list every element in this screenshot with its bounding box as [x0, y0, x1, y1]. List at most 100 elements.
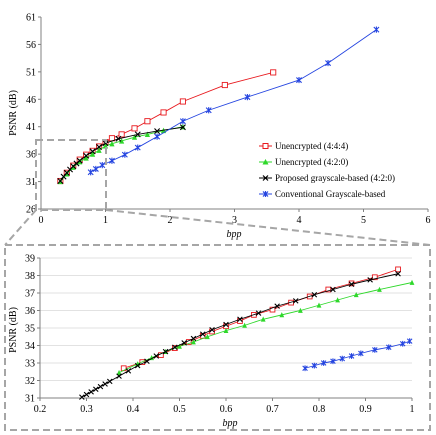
legend-label-unencrypted-420: Unencrypted (4:2:0): [275, 157, 348, 167]
top-x-tick-label: 6: [426, 215, 431, 226]
bottom-data-point: [339, 355, 346, 362]
zoom-connector-left: [4, 209, 37, 246]
bottom-x-tick-label: 0.4: [127, 404, 140, 415]
bottom-series-line: [118, 282, 413, 374]
legend-item-unencrypted-444: Unencrypted (4:4:4): [259, 141, 348, 151]
legend-label-conventional: Conventional Grayscale-based: [275, 189, 386, 199]
zoom-region-box: [35, 139, 107, 211]
bottom-data-point: [116, 373, 122, 379]
bottom-data-point: [372, 346, 378, 353]
bottom-y-tick-label: 39: [25, 254, 35, 265]
bottom-data-point: [106, 378, 113, 385]
top-data-point: [96, 144, 103, 150]
top-data-point: [92, 165, 99, 173]
top-x-tick-label: 4: [297, 215, 302, 226]
top-data-point: [119, 138, 125, 144]
bottom-data-point: [371, 274, 378, 281]
bottom-data-point: [199, 331, 206, 337]
bottom-data-point: [83, 391, 90, 398]
top-y-tick-label: 51: [26, 67, 36, 78]
bottom-data-point: [279, 312, 285, 318]
top-data-point: [373, 26, 380, 33]
top-series-0: [57, 69, 277, 185]
bottom-data-point: [395, 270, 401, 277]
bottom-data-point: [320, 360, 327, 366]
top-data-point: [102, 140, 109, 147]
legend-marker-square: [262, 143, 269, 149]
bottom-series-group: [79, 266, 415, 400]
bottom-x-tick-label: 0.5: [173, 404, 186, 415]
bottom-data-point: [125, 368, 132, 374]
bottom-data-point: [269, 306, 276, 313]
bottom-data-point: [177, 343, 182, 349]
top-data-point: [160, 109, 167, 116]
bottom-data-point: [93, 386, 99, 393]
top-data-point: [154, 128, 161, 135]
bottom-y-tick-labels: 31 32 33 34 35 36 37 38 39: [25, 254, 40, 405]
bottom-data-point: [190, 335, 197, 342]
top-data-point: [109, 140, 115, 147]
top-data-point: [205, 107, 212, 114]
bottom-data-point: [223, 327, 229, 334]
top-x-tick-label: 1: [103, 215, 108, 226]
top-data-point: [89, 148, 96, 155]
bottom-data-point: [330, 286, 336, 293]
top-data-point: [118, 131, 125, 138]
bottom-y-tick-label: 32: [25, 376, 35, 387]
bottom-data-point: [325, 286, 332, 293]
bottom-data-point: [134, 362, 141, 369]
legend-label-proposed: Proposed grayscale-based (4:2:0): [275, 173, 395, 183]
top-data-point: [179, 98, 186, 105]
bottom-y-tick-label: 36: [25, 306, 35, 317]
top-x-tick-label: 2: [168, 215, 173, 226]
bottom-y-axis-label: PSNR (dB): [8, 307, 19, 353]
top-data-point: [70, 164, 76, 170]
bottom-data-point: [385, 344, 392, 351]
bottom-data-point: [181, 340, 187, 346]
bottom-data-point: [237, 316, 243, 323]
bottom-data-point: [274, 303, 280, 309]
top-data-point: [179, 118, 186, 125]
bottom-data-point: [191, 339, 196, 345]
bottom-data-point: [302, 365, 308, 372]
bottom-y-tick-label: 35: [25, 324, 35, 335]
top-y-tick-label: 26: [26, 205, 36, 216]
bottom-data-point: [97, 383, 104, 390]
bottom-data-point: [116, 369, 122, 376]
bottom-x-tick-label: 0.9: [359, 404, 372, 415]
legend-label-unencrypted-444: Unencrypted (4:4:4): [275, 141, 348, 151]
bottom-series-1: [116, 279, 415, 376]
top-series-2: [57, 124, 186, 185]
bottom-x-axis-label: bpp: [223, 418, 238, 429]
bottom-data-point: [316, 302, 322, 308]
top-data-point: [115, 135, 122, 142]
top-data-point: [131, 125, 138, 132]
top-data-point: [179, 124, 186, 131]
top-x-tick-label: 3: [232, 215, 237, 226]
bottom-data-point: [409, 279, 415, 285]
top-x-tick-labels: 0 1 2 3 4 5 6: [39, 209, 431, 226]
zoom-panel-border: [4, 244, 431, 431]
bottom-x-tick-label: 0.2: [34, 404, 47, 415]
bottom-y-tick-label: 33: [25, 359, 35, 370]
bottom-data-point: [292, 298, 299, 304]
top-data-point: [108, 157, 115, 164]
bottom-data-point: [358, 350, 364, 357]
top-y-tick-label: 31: [26, 177, 36, 188]
top-y-tick-label: 46: [26, 95, 36, 106]
bottom-data-point: [223, 321, 229, 328]
bottom-data-point: [205, 334, 210, 340]
bottom-x-tick-label: 0.8: [313, 404, 326, 415]
bottom-gridlines: [40, 257, 412, 381]
top-data-point: [121, 151, 128, 158]
bottom-chart: 31 32 33 34 35 36 37 38 39 0.2 0.3 0.4 0.5 0.6 0.7 0.8…: [8, 254, 415, 430]
zoom-connector-right: [105, 209, 431, 246]
top-data-point: [244, 93, 251, 101]
top-x-tick-label: 5: [361, 215, 366, 226]
bottom-data-point: [395, 266, 401, 273]
top-y-tick-label: 36: [26, 150, 36, 161]
bottom-data-point: [260, 316, 266, 322]
bottom-x-tick-label: 0.6: [220, 404, 233, 415]
top-data-point: [96, 147, 102, 153]
